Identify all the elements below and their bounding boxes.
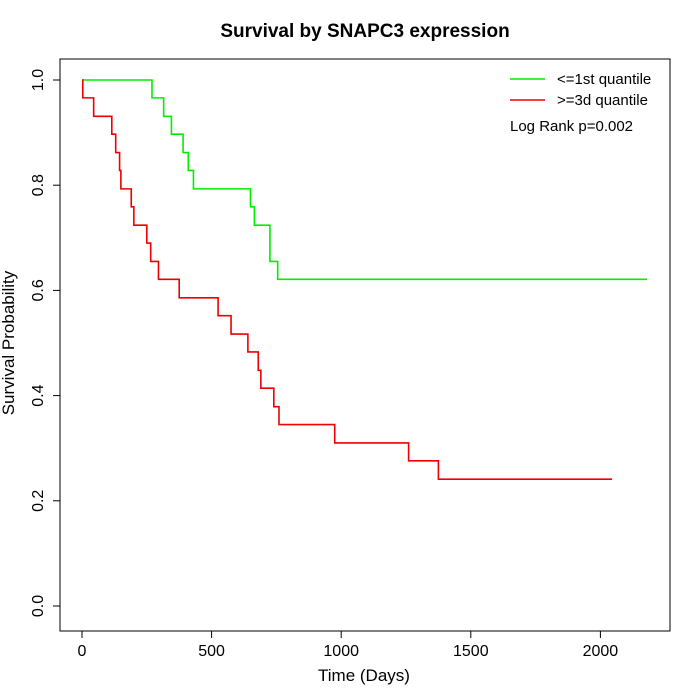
chart-title: Survival by SNAPC3 expression bbox=[220, 21, 509, 42]
x-tick-label: 2000 bbox=[583, 643, 619, 660]
legend-label-2: >=3d quantile bbox=[557, 92, 648, 109]
survival-curve-1 bbox=[82, 79, 648, 281]
y-tick-label: 0.4 bbox=[30, 384, 47, 406]
y-axis-label: Survival Probability bbox=[0, 270, 18, 415]
y-tick-label: 0.6 bbox=[30, 279, 47, 301]
y-tick-label: 1.0 bbox=[30, 69, 47, 91]
y-axis: 0.0 0.2 0.4 0.6 0.8 1.0 bbox=[30, 69, 61, 617]
log-rank-annotation: Log Rank p=0.002 bbox=[510, 118, 633, 135]
x-axis-label: Time (Days) bbox=[318, 666, 410, 685]
x-tick-label: 1000 bbox=[323, 643, 359, 660]
x-axis: 0 500 1000 1500 2000 bbox=[78, 630, 619, 660]
y-tick-label: 0.2 bbox=[30, 490, 47, 512]
series-layer bbox=[81, 79, 648, 481]
x-tick-label: 1500 bbox=[453, 643, 489, 660]
x-tick-label: 0 bbox=[78, 643, 87, 660]
y-tick-label: 0.8 bbox=[30, 174, 47, 196]
legend: <=1st quantile >=3d quantile bbox=[510, 71, 651, 109]
x-tick-label: 500 bbox=[198, 643, 225, 660]
survival-curve-2 bbox=[81, 79, 613, 481]
y-tick-label: 0.0 bbox=[30, 595, 47, 617]
plot-frame bbox=[59, 58, 671, 632]
legend-label-1: <=1st quantile bbox=[557, 71, 651, 88]
